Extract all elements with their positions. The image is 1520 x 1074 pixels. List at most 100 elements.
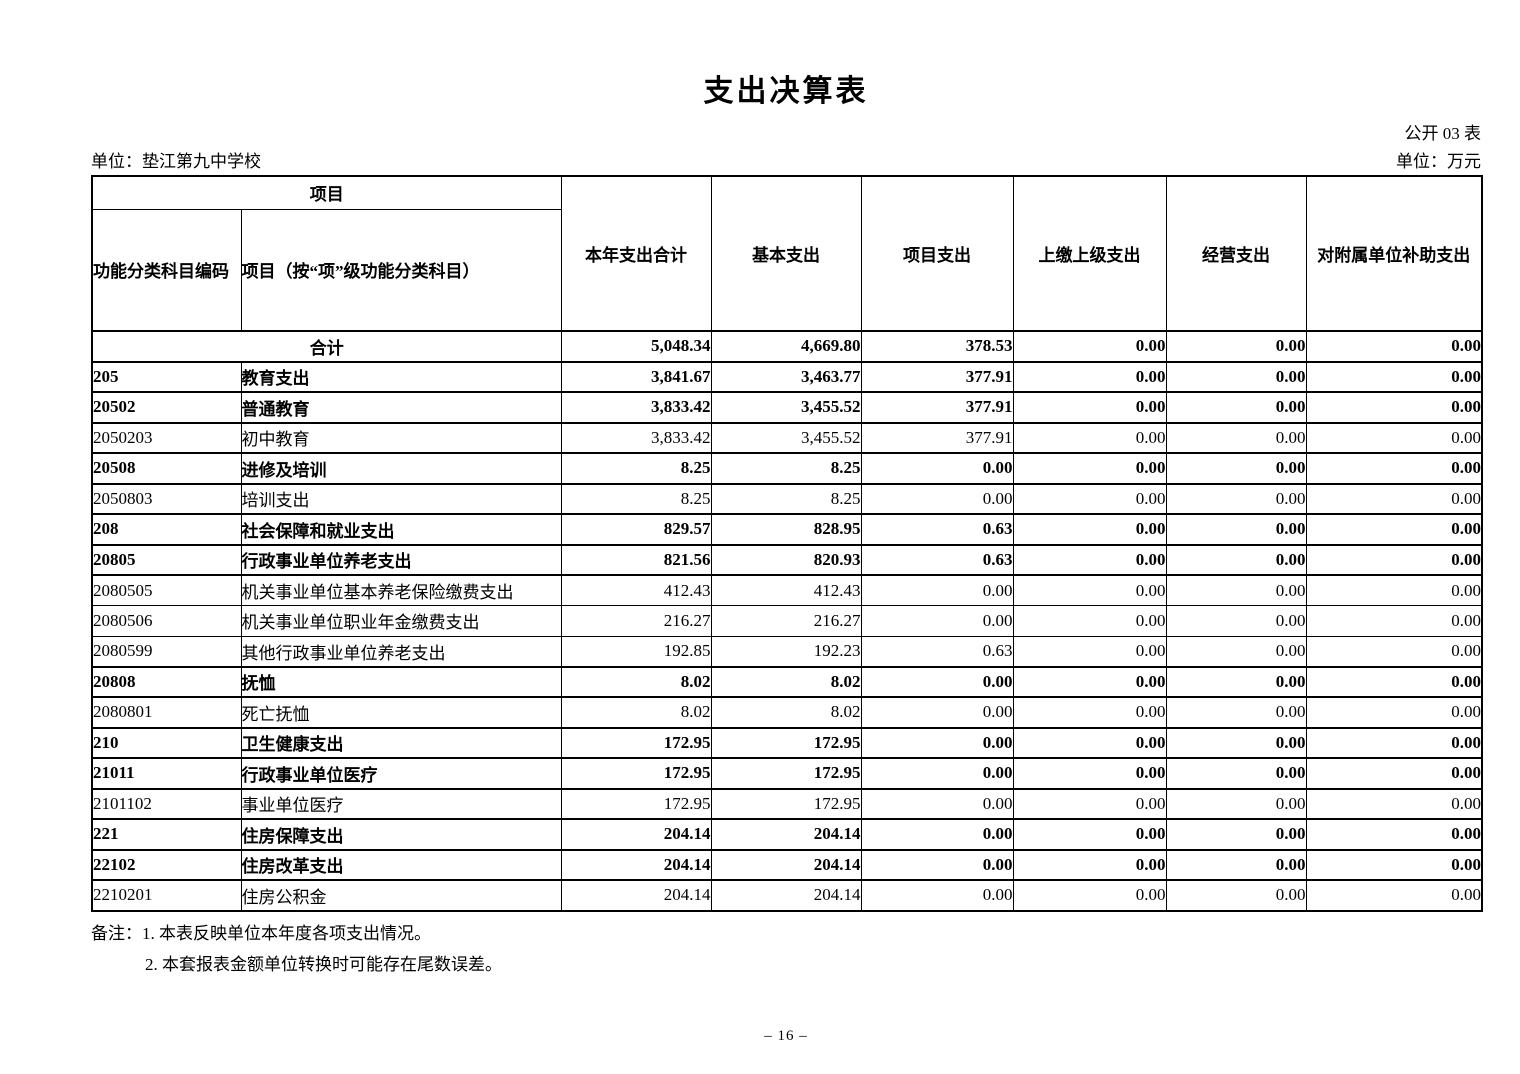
row-value: 0.00 bbox=[860, 757, 1014, 790]
row-value: 0.00 bbox=[1012, 330, 1167, 363]
row-value: 0.00 bbox=[1165, 360, 1307, 393]
row-value: 412.43 bbox=[710, 574, 862, 606]
row-value: 172.95 bbox=[560, 788, 712, 820]
row-value: 0.00 bbox=[1165, 818, 1307, 851]
row-value: 0.00 bbox=[1165, 848, 1307, 881]
table-row: 2050803 培训支出 8.25 8.25 0.00 0.00 0.00 0.00 bbox=[91, 483, 1483, 515]
row-value: 0.00 bbox=[860, 574, 1014, 606]
row-name: 普通教育 bbox=[240, 391, 562, 424]
row-name: 住房保障支出 bbox=[240, 818, 562, 851]
row-value: 0.00 bbox=[1012, 513, 1167, 546]
notes-line-1: 备注：1. 本表反映单位本年度各项支出情况。 bbox=[91, 924, 431, 943]
row-name: 社会保障和就业支出 bbox=[240, 513, 562, 546]
row-value: 0.00 bbox=[860, 818, 1014, 851]
row-value: 0.00 bbox=[860, 605, 1014, 637]
row-value: 204.14 bbox=[710, 848, 862, 881]
row-value: 0.00 bbox=[1012, 422, 1167, 454]
row-value: 8.02 bbox=[560, 696, 712, 728]
row-value: 8.25 bbox=[710, 483, 862, 515]
table-row: 2080506 机关事业单位职业年金缴费支出 216.27 216.27 0.00 0.0… bbox=[91, 605, 1483, 637]
row-code: 205 bbox=[91, 360, 242, 393]
expenditure-table: 项目 本年支出合计 基本支出 项目支出 上缴上级支出 经营支出 对附属单位补助支… bbox=[91, 175, 1483, 912]
table-body: 合计 5,048.34 4,669.80 378.53 0.00 0.00 0.00 205 教… bbox=[91, 330, 1483, 911]
row-value: 0.00 bbox=[1012, 391, 1167, 424]
row-value: 412.43 bbox=[560, 574, 712, 606]
row-value: 0.63 bbox=[860, 513, 1014, 546]
table-row: 20508 进修及培训 8.25 8.25 0.00 0.00 0.00 0.00 bbox=[91, 452, 1483, 485]
row-name: 住房公积金 bbox=[240, 879, 562, 911]
row-value: 8.25 bbox=[710, 452, 862, 485]
row-name: 其他行政事业单位养老支出 bbox=[240, 635, 562, 667]
row-value: 0.00 bbox=[860, 665, 1014, 698]
row-name: 行政事业单位养老支出 bbox=[240, 543, 562, 576]
row-value: 377.91 bbox=[860, 360, 1014, 393]
row-value: 192.85 bbox=[560, 635, 712, 667]
row-code: 20808 bbox=[91, 665, 242, 698]
row-value: 8.25 bbox=[560, 452, 712, 485]
row-value: 829.57 bbox=[560, 513, 712, 546]
row-value: 172.95 bbox=[560, 726, 712, 759]
table-row: 2080801 死亡抚恤 8.02 8.02 0.00 0.00 0.00 0.00 bbox=[91, 696, 1483, 728]
row-value: 172.95 bbox=[710, 726, 862, 759]
row-code: 2080505 bbox=[91, 574, 242, 606]
row-value: 0.00 bbox=[860, 452, 1014, 485]
row-value: 0.00 bbox=[1165, 574, 1307, 606]
row-value: 172.95 bbox=[710, 757, 862, 790]
row-code: 2050203 bbox=[91, 422, 242, 454]
row-name: 培训支出 bbox=[240, 483, 562, 515]
row-value: 204.14 bbox=[710, 879, 862, 911]
row-value: 377.91 bbox=[860, 422, 1014, 454]
row-value: 0.00 bbox=[1305, 422, 1483, 454]
table-row: 合计 5,048.34 4,669.80 378.53 0.00 0.00 0.00 bbox=[91, 330, 1483, 363]
row-code: 2080599 bbox=[91, 635, 242, 667]
row-value: 4,669.80 bbox=[710, 330, 862, 363]
row-value: 0.00 bbox=[1305, 513, 1483, 546]
notes-line-2: 2. 本套报表金额单位转换时可能存在尾数误差。 bbox=[145, 955, 502, 974]
row-value: 0.00 bbox=[1165, 726, 1307, 759]
row-value: 3,455.52 bbox=[710, 422, 862, 454]
row-value: 3,833.42 bbox=[560, 391, 712, 424]
col-header-upward: 上缴上级支出 bbox=[1012, 175, 1167, 332]
row-value: 0.00 bbox=[860, 879, 1014, 911]
row-value: 0.00 bbox=[1305, 665, 1483, 698]
row-code: 20502 bbox=[91, 391, 242, 424]
row-code: 22102 bbox=[91, 848, 242, 881]
row-value: 3,455.52 bbox=[710, 391, 862, 424]
row-value: 0.00 bbox=[1012, 818, 1167, 851]
row-value: 3,841.67 bbox=[560, 360, 712, 393]
table-row: 21011 行政事业单位医疗 172.95 172.95 0.00 0.00 0.00 0.0… bbox=[91, 757, 1483, 790]
row-value: 0.00 bbox=[1305, 848, 1483, 881]
unit-row: 单位：垫江第九中学校 单位：万元 bbox=[91, 147, 1481, 172]
row-code: 210 bbox=[91, 726, 242, 759]
row-value: 0.00 bbox=[860, 726, 1014, 759]
row-name: 抚恤 bbox=[240, 665, 562, 698]
col-header-operating: 经营支出 bbox=[1165, 175, 1307, 332]
row-value: 0.63 bbox=[860, 543, 1014, 576]
row-value: 8.02 bbox=[560, 665, 712, 698]
row-value: 0.00 bbox=[1165, 665, 1307, 698]
row-name: 死亡抚恤 bbox=[240, 696, 562, 728]
row-code: 2080506 bbox=[91, 605, 242, 637]
row-total-label: 合计 bbox=[91, 330, 562, 363]
row-value: 0.00 bbox=[1305, 726, 1483, 759]
row-value: 0.00 bbox=[1012, 452, 1167, 485]
row-code: 208 bbox=[91, 513, 242, 546]
col-header-total: 本年支出合计 bbox=[560, 175, 712, 332]
row-value: 0.00 bbox=[1305, 543, 1483, 576]
row-value: 0.00 bbox=[1305, 483, 1483, 515]
row-value: 0.00 bbox=[1305, 452, 1483, 485]
row-value: 0.00 bbox=[860, 848, 1014, 881]
table-row: 2101102 事业单位医疗 172.95 172.95 0.00 0.00 0.00 0.0… bbox=[91, 788, 1483, 820]
row-value: 0.00 bbox=[1165, 879, 1307, 911]
row-value: 0.00 bbox=[1012, 788, 1167, 820]
col-header-basic: 基本支出 bbox=[710, 175, 862, 332]
row-value: 0.00 bbox=[1165, 635, 1307, 667]
row-value: 5,048.34 bbox=[560, 330, 712, 363]
table-row: 2210201 住房公积金 204.14 204.14 0.00 0.00 0.00 0.00 bbox=[91, 879, 1483, 911]
page-title: 支出决算表 bbox=[703, 75, 869, 108]
row-value: 0.00 bbox=[1305, 391, 1483, 424]
row-value: 0.00 bbox=[1165, 422, 1307, 454]
form-code: 公开 03 表 bbox=[1404, 124, 1482, 143]
col-header-subsidy: 对附属单位补助支出 bbox=[1305, 175, 1483, 332]
